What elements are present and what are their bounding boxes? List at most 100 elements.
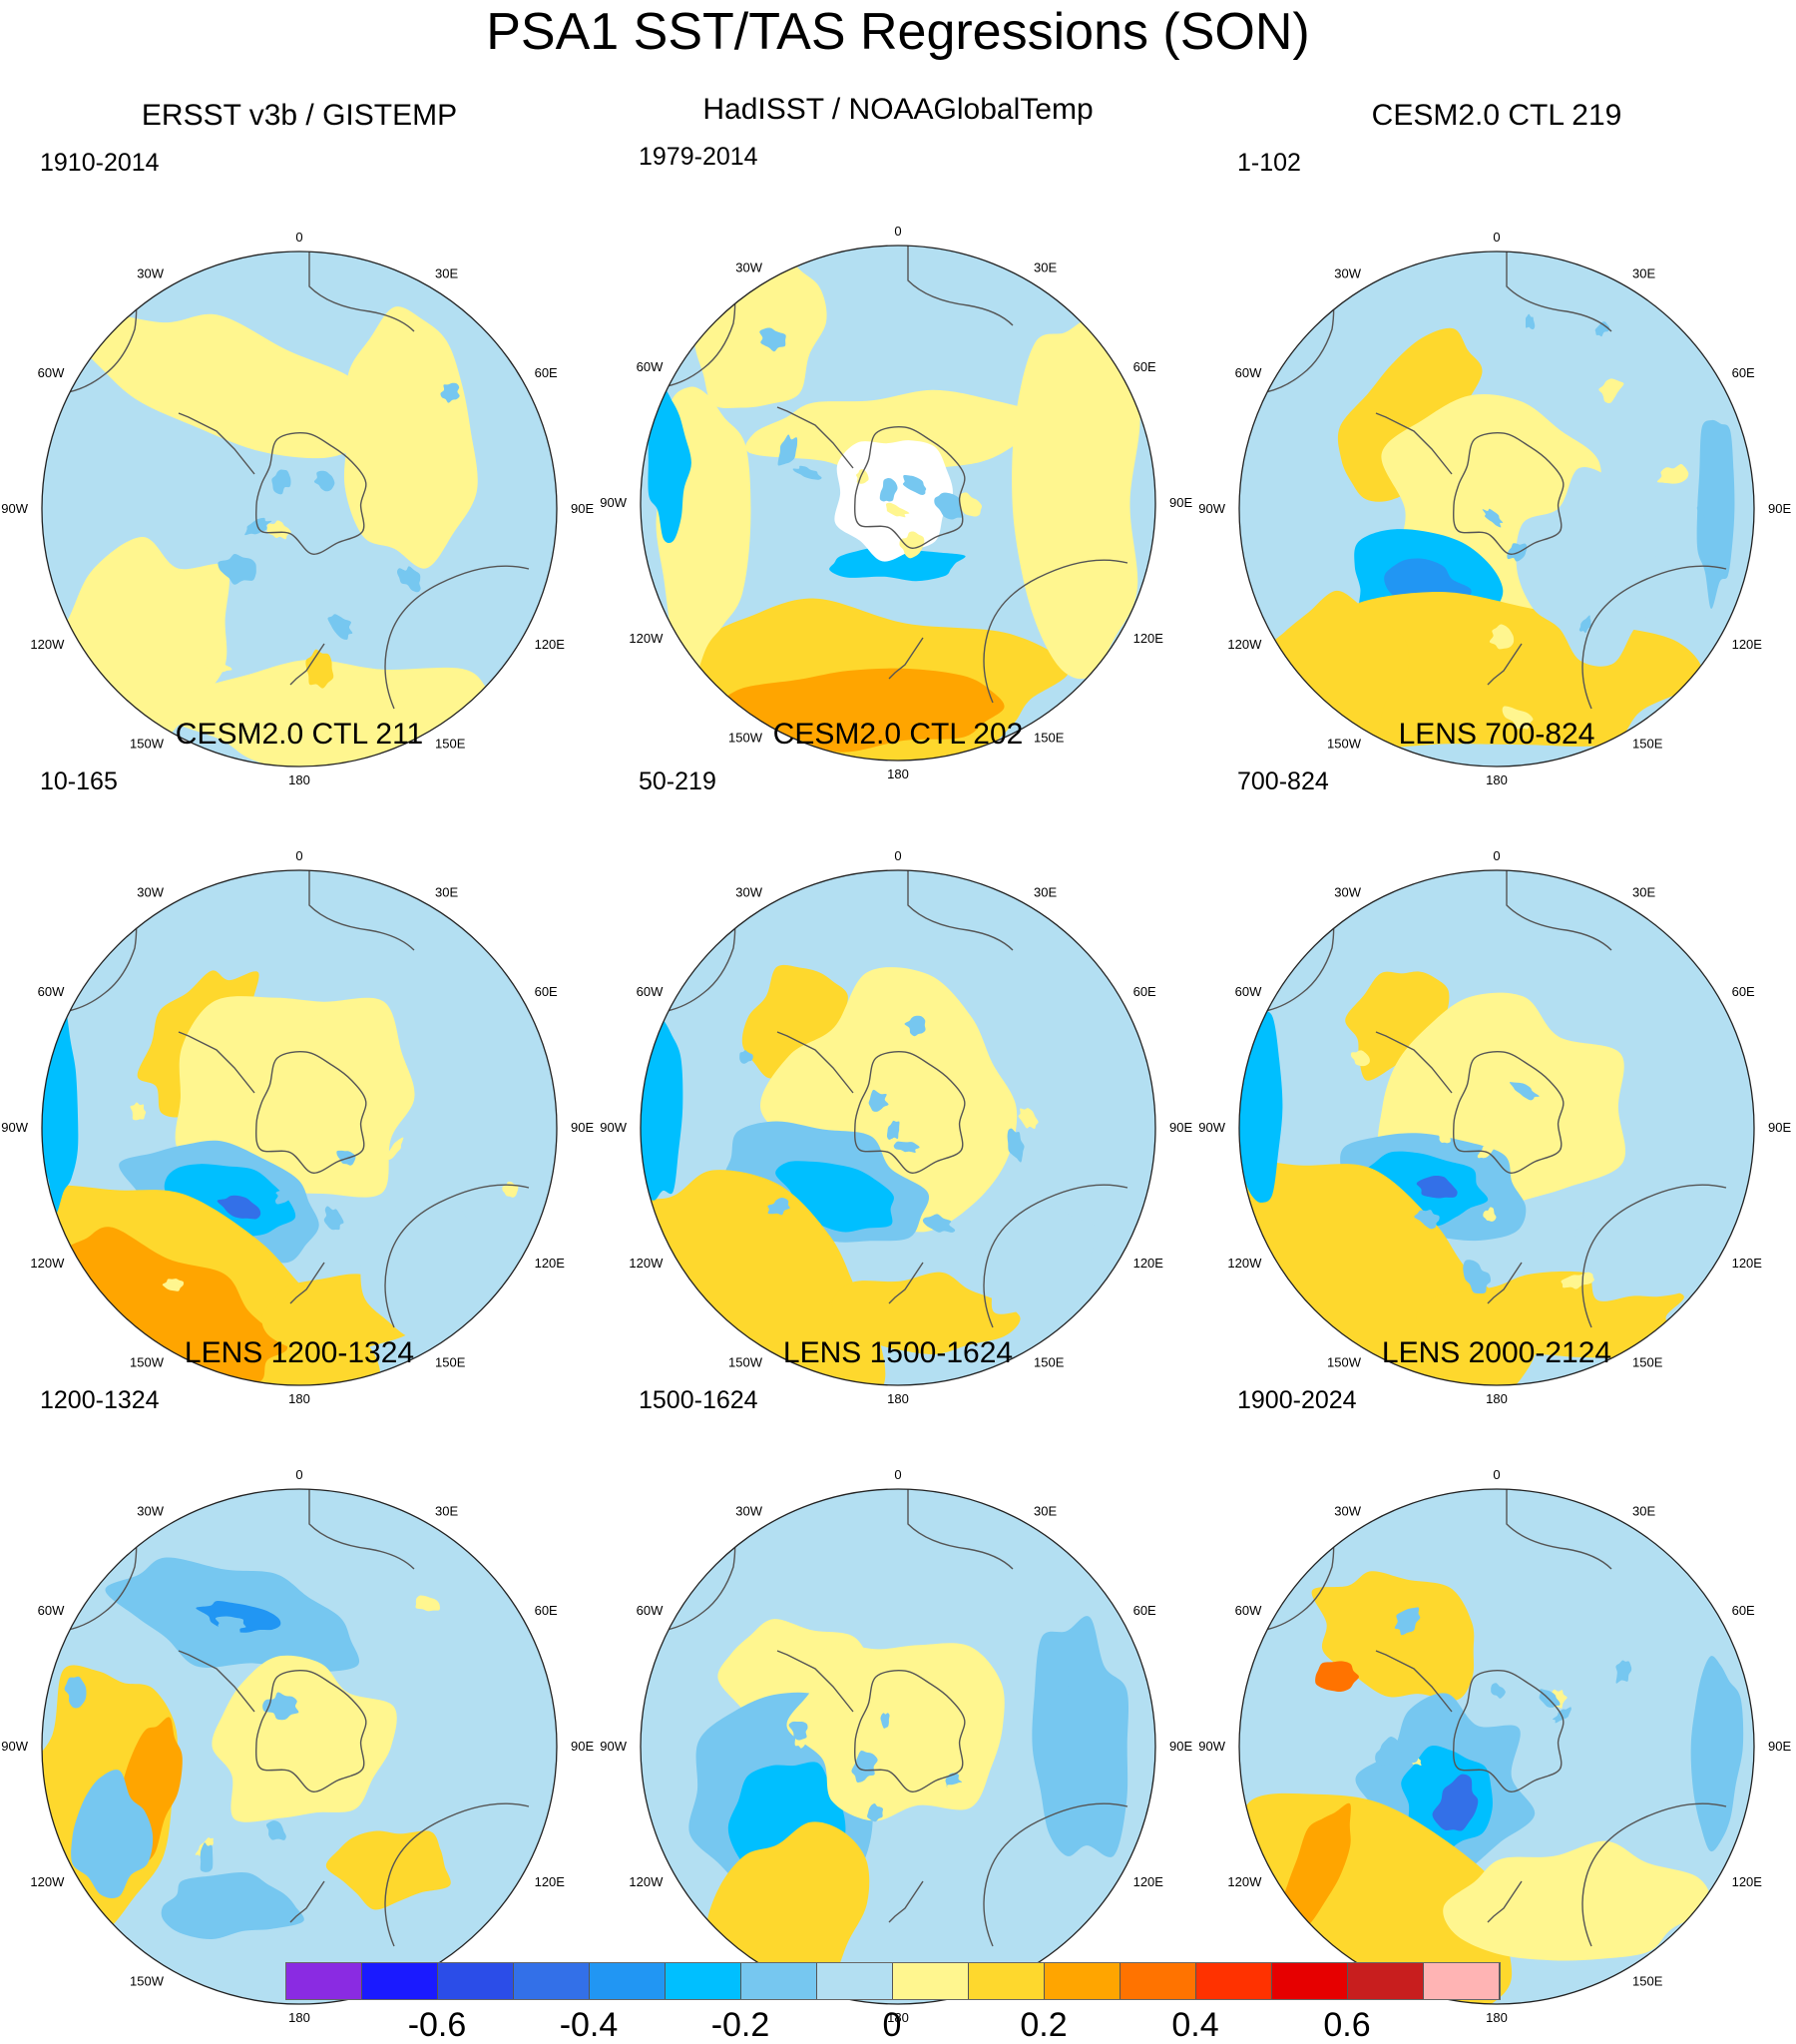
longitude-label: 120W [30,1256,65,1271]
figure-title: PSA1 SST/TAS Regressions (SON) [486,3,1310,61]
australia-coastline [384,565,530,710]
colorbar-box [741,1963,817,1999]
longitude-label: 150W [1327,1355,1362,1370]
anomaly-contour [868,1089,889,1112]
longitude-label: 60W [1235,1603,1262,1618]
map-panel: ERSST v3b / GISTEMP 1910-2014 0 30E 60E 90E 12… [1,98,594,787]
longitude-label: 150W [130,1974,165,1989]
anomaly-contour [1594,321,1610,337]
longitude-label: 120E [535,637,566,652]
longitude-label: 0 [894,848,901,863]
peninsula-coastline [776,406,854,469]
map-panel: CESM2.0 CTL 202 50-219 0 30E 60E 90E 120E 150E 1… [600,717,1192,1406]
anomaly-contour [1539,1689,1561,1708]
anomaly-contour [745,389,1039,474]
colorbar-box [590,1963,666,1999]
colorbar-tick-label: -0.2 [710,2006,770,2044]
longitude-label: 180 [1486,1391,1508,1406]
longitude-label: 60W [38,365,65,380]
longitude-label: 30W [1334,884,1361,899]
longitude-label: 90E [1169,1739,1192,1754]
longitude-label: 150W [1327,737,1362,752]
longitude-label: 90W [600,1120,627,1135]
longitude-label: 120E [1133,631,1164,646]
longitude-label: 60W [1235,984,1262,999]
longitude-label: 120E [1133,1874,1164,1889]
new-zealand-coastline [289,1262,325,1304]
anomaly-contour [1468,1101,1486,1122]
panel-title: ERSST v3b / GISTEMP [141,99,458,132]
longitude-label: 150E [1034,731,1065,746]
anomaly-contour [1432,1774,1479,1831]
map-boundary [41,869,558,1386]
anomaly-contour [1337,327,1483,502]
anomaly-contour [1315,1661,1359,1693]
anomaly-contour [1598,378,1624,404]
australia-coastline [983,559,1128,704]
anomaly-contour [215,1616,246,1634]
longitude-label: 30E [1632,265,1655,280]
longitude-label: 120W [1227,637,1262,652]
anomaly-contour [851,1750,878,1783]
anomaly-contour [1493,1737,1513,1756]
longitude-label: 90E [1169,495,1192,510]
map-panel: LENS 700-824 700-824 0 30E 60E 90E 120E 150E 180… [1198,717,1791,1406]
longitude-label: 60E [535,1603,558,1618]
anomaly-contour [1350,1050,1370,1067]
longitude-label: 90E [571,1739,594,1754]
anomaly-contour [266,520,291,540]
peninsula-coastline [1375,412,1453,475]
longitude-label: 120E [1732,1874,1763,1889]
anomaly-contour [256,1725,282,1750]
longitude-label: 90W [1198,1739,1225,1754]
colorbar-box [1121,1963,1196,1999]
anomaly-contour [1483,1207,1497,1222]
longitude-label: 180 [1486,2010,1508,2025]
africa-coastline [308,1489,415,1570]
anomaly-contour [829,546,966,582]
anomaly-contour [1477,1144,1495,1159]
colorbar-box [1424,1963,1500,1999]
longitude-label: 30W [137,884,164,899]
panel-period: 700-824 [1237,767,1329,795]
anomaly-contour [402,695,431,714]
new-zealand-coastline [289,643,325,686]
anomaly-contour [1491,1683,1506,1699]
longitude-label: 30W [735,259,762,274]
anomaly-contour [879,478,898,502]
anomaly-contour [64,1676,87,1709]
new-zealand-coastline [888,1880,924,1923]
longitude-label: 30W [735,1503,762,1518]
antarctica-coastline [1453,1670,1565,1792]
anomaly-contour [162,1278,185,1291]
colorbar-box [362,1963,438,1999]
map-boundary [41,1488,558,2005]
longitude-label: 150E [1632,737,1663,752]
new-zealand-coastline [1487,1262,1523,1304]
anomaly-contour [1018,1108,1039,1130]
longitude-label: 60E [1732,984,1755,999]
antarctica-coastline [1453,432,1565,555]
anomaly-contour [1502,706,1534,730]
longitude-label: 180 [288,2010,310,2025]
colorbar-box [893,1963,969,1999]
longitude-label: 150W [728,731,763,746]
anomaly-contour [308,1015,325,1030]
panel-period: 1979-2014 [639,143,758,171]
africa-coastline [907,246,1014,326]
anomaly-contour [1615,1660,1632,1684]
anomaly-contour [1394,1607,1421,1636]
anomaly-contour [1032,1616,1129,1857]
anomaly-contour [1443,1840,1711,1961]
peninsula-coastline [776,1650,854,1713]
longitude-label: 60E [535,365,558,380]
longitude-label: 90E [1169,1120,1192,1135]
anomaly-contour [271,469,291,495]
anomaly-contour [61,1227,287,1385]
anomaly-contour [1345,971,1450,1081]
longitude-label: 60W [637,359,664,374]
longitude-label: 150E [1632,1974,1663,1989]
longitude-label: 30E [435,884,458,899]
